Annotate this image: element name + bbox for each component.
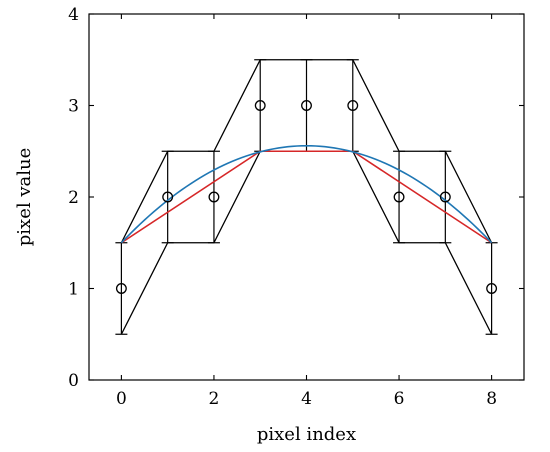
data-point: [486, 283, 498, 294]
y-tick-label: 1: [68, 280, 79, 300]
data-point: [162, 191, 174, 203]
data-point: [254, 100, 266, 111]
error-bar: [161, 150, 174, 244]
y-axis-label: pixel value: [14, 148, 35, 246]
error-bar: [207, 150, 220, 244]
x-tick-label: 2: [209, 389, 220, 409]
data-point: [347, 100, 359, 111]
x-axis-label: pixel index: [257, 424, 356, 445]
error-bar: [393, 150, 406, 244]
x-tick-label: 6: [394, 389, 405, 409]
data-point: [393, 191, 405, 203]
series-line-1: [120, 144, 493, 244]
axis-ticks: 0 2 4 6 8 0 1 2 3 4: [68, 5, 524, 409]
data-point: [208, 191, 220, 203]
data-point: [115, 283, 127, 294]
x-tick-label: 0: [116, 389, 127, 409]
x-tick-label: 8: [486, 389, 497, 409]
data-point: [439, 191, 451, 203]
y-tick-label: 2: [68, 188, 79, 208]
y-tick-label: 4: [68, 5, 79, 25]
data-point: [301, 100, 312, 111]
y-tick-label: 3: [68, 97, 79, 117]
y-tick-label: 0: [68, 371, 79, 391]
error-bar: [439, 150, 452, 244]
x-tick-label: 4: [301, 389, 312, 409]
lower-envelope-line: [120, 150, 493, 335]
plot-marks: [115, 59, 498, 335]
series-line-0: [120, 150, 493, 244]
